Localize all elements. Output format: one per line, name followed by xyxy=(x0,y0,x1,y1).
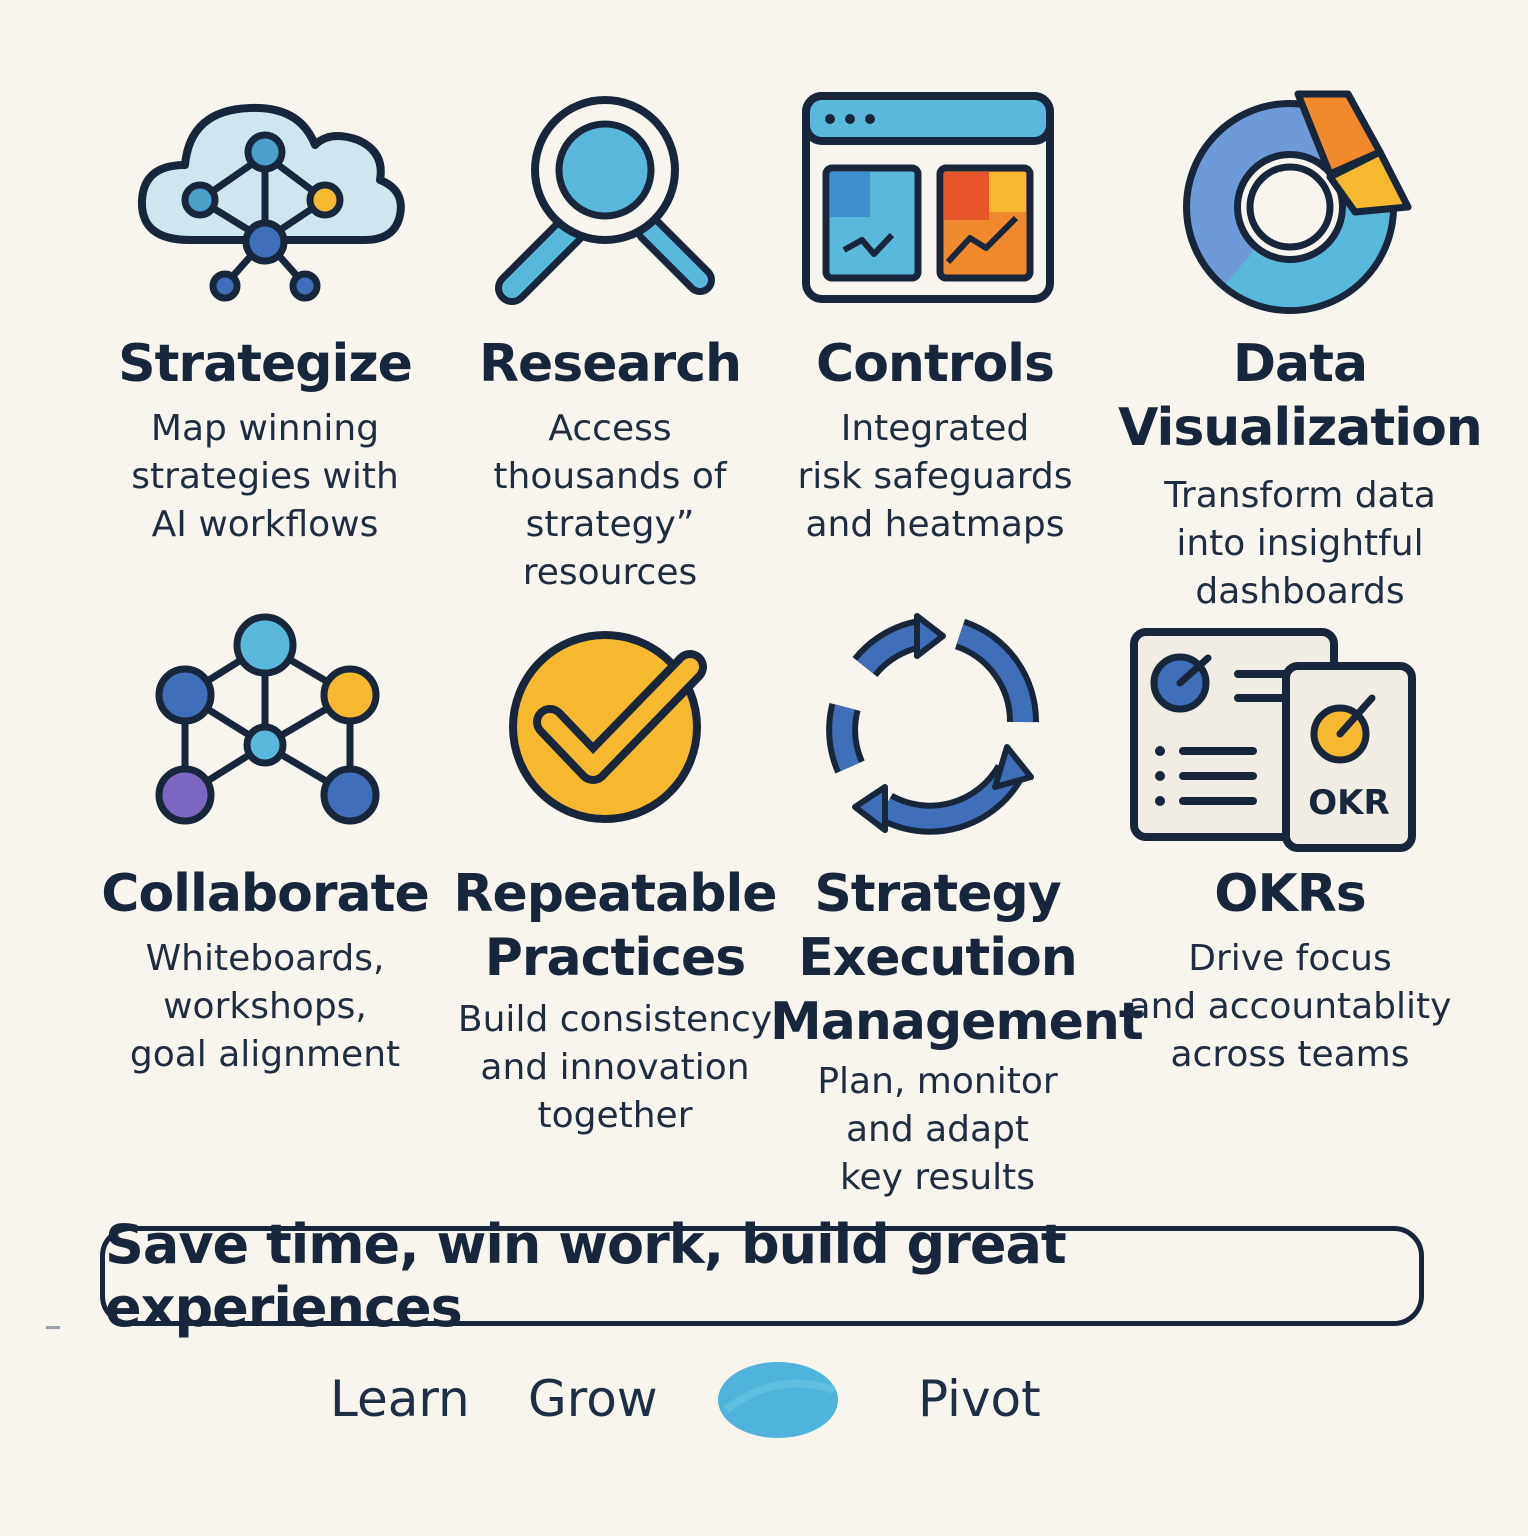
feature-description: Map winning strategies with AI workflows xyxy=(131,408,399,545)
dashboard-window-icon xyxy=(800,90,1056,305)
checkmark-circle-icon xyxy=(505,622,715,832)
network-graph-icon xyxy=(145,610,390,830)
feature-title: Repeatable Practices xyxy=(453,864,777,988)
feature-description: Integrated risk safeguards and heatmaps xyxy=(797,408,1073,545)
tagline-banner: Save time, win work, build great experie… xyxy=(100,1213,1424,1339)
feature-description: Access thousands of strategy” resources xyxy=(493,408,727,593)
feature-title: Collaborate xyxy=(101,864,429,924)
magnifier-icon xyxy=(490,90,720,310)
footer-grow: Grow xyxy=(528,1370,658,1428)
feature-title: Data Visualization xyxy=(1118,334,1483,458)
feature-description: Whiteboards, workshops, goal alignment xyxy=(129,938,401,1075)
footer-pivot: Pivot xyxy=(918,1370,1041,1428)
feature-title: OKRs xyxy=(1214,864,1367,924)
feature-description: Transform data into insightful dashboard… xyxy=(1164,475,1436,612)
okr-badge-label: OKR xyxy=(1308,783,1389,823)
feature-title: Controls xyxy=(816,334,1055,394)
footer-learn: Learn xyxy=(330,1370,470,1428)
donut-chart-icon xyxy=(1180,82,1420,322)
feature-title: Research xyxy=(478,334,742,394)
feature-title: Strategize xyxy=(118,334,413,394)
feature-description: Plan, monitor and adapt key results xyxy=(817,1061,1058,1198)
feature-description: Drive focus and accountablity across tea… xyxy=(1128,938,1452,1075)
okr-documents-icon: OKR xyxy=(1128,626,1420,856)
feature-title: Strategy Execution Management xyxy=(770,864,1144,1052)
divider-mark xyxy=(46,1326,60,1329)
refresh-cycle-icon xyxy=(825,612,1045,837)
oval-blob-icon xyxy=(716,1360,840,1440)
cloud-network-icon xyxy=(130,80,410,310)
tagline-text: Save time, win work, build great experie… xyxy=(105,1213,1067,1339)
feature-description: Build consistency and innovation togethe… xyxy=(457,999,773,1136)
